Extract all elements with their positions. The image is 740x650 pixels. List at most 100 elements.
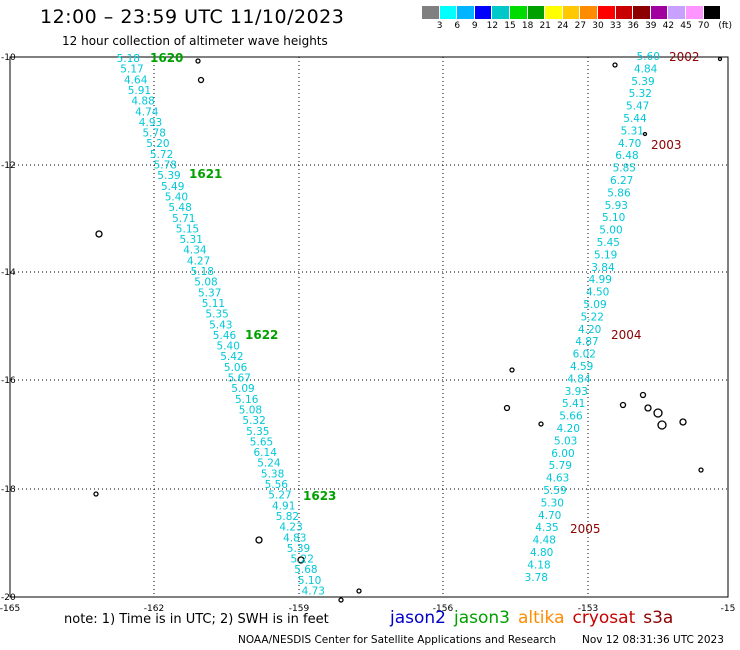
left-track-value: 5.20 (146, 138, 169, 150)
map-frame (9, 56, 729, 598)
left-track-value: 5.27 (268, 490, 291, 502)
latitude-label: -18 (1, 485, 16, 495)
right-track-value: 4.59 (570, 361, 593, 373)
right-track-value: 4.35 (535, 522, 558, 534)
left-track-value: 5.40 (165, 191, 188, 203)
island-outline (503, 404, 511, 412)
latitude-label: -14 (1, 268, 16, 278)
right-track-value: 4.84 (634, 63, 658, 75)
right-track-value: 5.39 (631, 76, 654, 88)
right-track-value: 5.93 (605, 200, 628, 212)
right-track-value: 5.30 (541, 497, 564, 509)
island-outline (619, 401, 627, 409)
right-track-value: 5.47 (626, 101, 649, 113)
right-track-value: 4.70 (538, 510, 561, 522)
right-track-value: 5.59 (543, 485, 566, 497)
color-scale-label: 15 (504, 21, 516, 31)
left-track-time-label: 1622 (245, 328, 278, 342)
color-scale-label: 6 (454, 21, 461, 31)
left-track-value: 5.48 (168, 202, 191, 214)
right-track-value: 3.78 (525, 572, 548, 584)
color-swatch (492, 6, 510, 19)
color-swatch (457, 6, 475, 19)
left-track-value: 5.91 (128, 85, 151, 97)
island-outline (255, 536, 263, 544)
latitude-label: -12 (1, 161, 16, 171)
color-scale-label: 33 (609, 21, 622, 31)
color-swatch (509, 6, 528, 19)
latitude-label: -10 (1, 53, 16, 63)
island-outline (538, 421, 544, 427)
left-track-value: 5.43 (209, 319, 232, 331)
left-track-value: 5.32 (242, 415, 265, 427)
longitude-label: -165 (0, 604, 20, 614)
island-outline (642, 131, 648, 137)
right-track-value: 3.93 (565, 386, 588, 398)
color-scale-bar (422, 6, 740, 19)
right-track-value: 4.87 (575, 336, 598, 348)
right-track-value: 5.09 (583, 299, 606, 311)
longitude-label: -162 (144, 604, 164, 614)
left-track-value: 5.11 (202, 298, 225, 310)
island-outline (95, 230, 103, 238)
left-track-value: 5.35 (205, 309, 228, 321)
right-track-value: 4.48 (533, 535, 556, 547)
island-outline (698, 467, 704, 473)
left-track-value: 4.93 (139, 117, 162, 129)
satellite-legend-s3a: s3a (643, 608, 674, 628)
left-track-value: 5.67 (228, 373, 251, 385)
left-track-value: 5.82 (276, 511, 299, 523)
right-track-value: 5.44 (623, 113, 647, 125)
color-scale-label: 30 (592, 21, 604, 31)
left-track-value: 4.91 (272, 500, 295, 512)
color-scale-label: (ft) (718, 21, 732, 31)
right-track-value: 4.63 (546, 473, 569, 485)
color-scale-label: 36 (627, 21, 639, 31)
right-track-value: 4.80 (530, 547, 553, 559)
right-track-value: 4.20 (557, 423, 580, 435)
color-scale-label: 70 (697, 21, 710, 31)
color-swatch (703, 6, 722, 19)
left-track-value: 5.68 (294, 564, 317, 576)
left-track-value: 4.73 (302, 586, 325, 598)
island-outline (356, 588, 362, 594)
color-scale-label: 39 (645, 21, 657, 31)
color-swatch (422, 6, 440, 19)
right-track-value: 4.50 (586, 287, 609, 299)
left-track-value: 5.09 (231, 383, 254, 395)
left-track-value: 5.35 (246, 426, 269, 438)
left-track-value: 5.72 (150, 149, 173, 161)
right-track-value: 6.02 (573, 349, 596, 361)
color-scale-label: 12 (486, 21, 499, 31)
islands (93, 56, 723, 603)
right-track-value: 4.99 (589, 274, 612, 286)
island-outline (338, 597, 344, 603)
satellite-legend: jason2 jason3 altika cryosat s3a (390, 608, 681, 628)
left-track-value: 4.27 (187, 255, 210, 267)
left-track-value: 5.08 (194, 277, 217, 289)
color-swatch (580, 6, 598, 19)
longitude-label: -159 (289, 604, 310, 614)
right-track-value: 4.84 (567, 373, 591, 385)
left-track-value: 5.40 (217, 341, 240, 353)
right-track-value: 6.00 (551, 448, 574, 460)
right-track-value: 4.18 (527, 559, 550, 571)
left-track-value: 5.15 (176, 223, 199, 235)
left-track-value: 5.78 (154, 160, 177, 172)
color-scale-label: 3 (436, 21, 443, 31)
left-track-value: 5.24 (257, 458, 281, 470)
right-track-value: 4.20 (578, 324, 601, 336)
left-track-value: 5.31 (180, 234, 203, 246)
right-track-value: 6.48 (615, 150, 638, 162)
color-swatch (668, 6, 686, 19)
latitude-label: -20 (1, 593, 16, 603)
left-track-value: 4.34 (183, 245, 207, 257)
left-track-value: 5.18 (117, 53, 140, 65)
right-track-value: 5.60 (637, 51, 660, 63)
island-outline (297, 556, 305, 564)
page-title: 12:00 – 23:59 UTC 11/10/2023 (40, 6, 345, 28)
color-swatch (527, 6, 546, 19)
left-track-value: 4.88 (131, 96, 154, 108)
footer-credit: NOAA/NESDIS Center for Satellite Applica… (238, 634, 556, 646)
color-swatch (597, 6, 616, 19)
